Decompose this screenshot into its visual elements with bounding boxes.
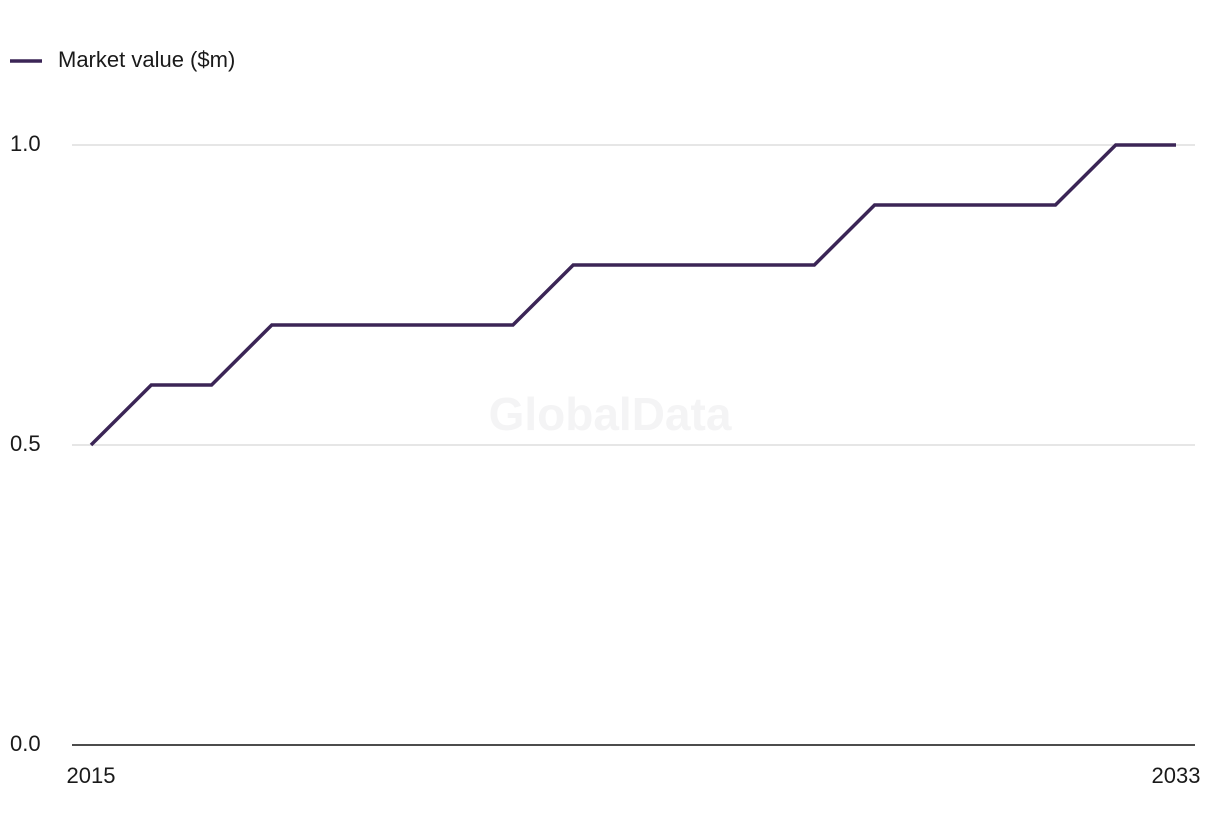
line-series <box>89 143 1176 447</box>
y-tick-label: 0.0 <box>10 731 41 756</box>
y-tick-label: 1.0 <box>10 131 41 156</box>
legend-label: Market value ($m) <box>58 47 235 72</box>
x-tick-label: 2033 <box>1152 763 1201 788</box>
x-tick-label: 2015 <box>67 763 116 788</box>
watermark: GlobalData <box>489 388 732 440</box>
y-tick-label: 0.5 <box>10 431 41 456</box>
